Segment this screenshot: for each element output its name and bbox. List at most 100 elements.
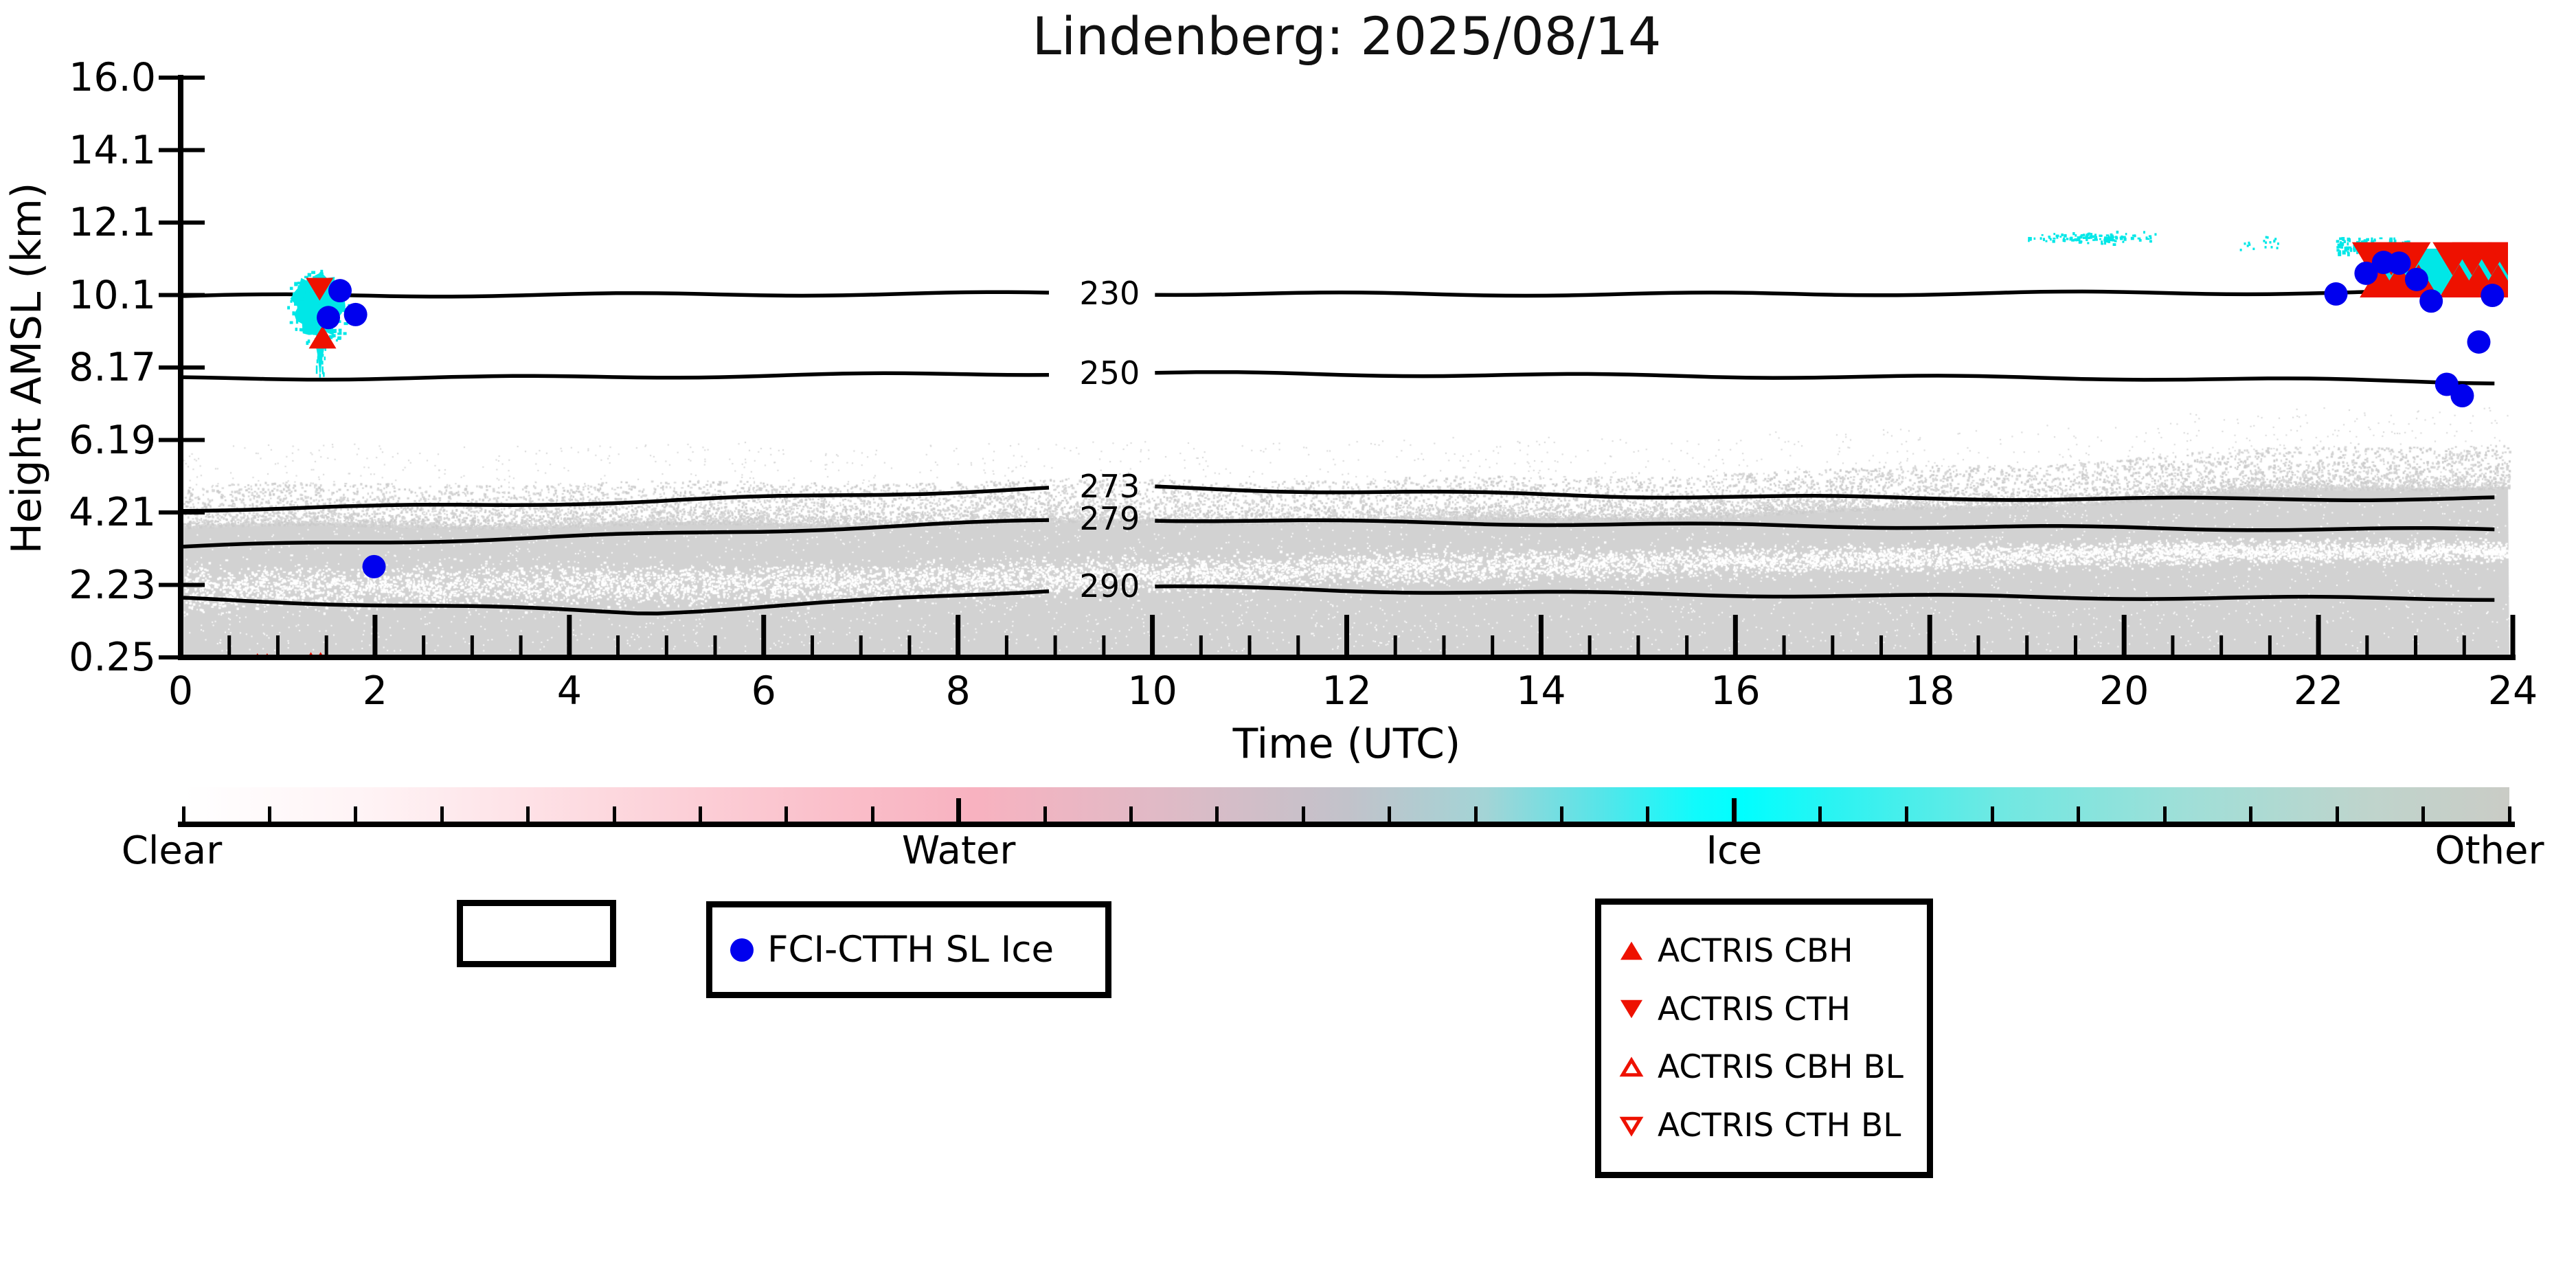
ice-speck	[2273, 239, 2276, 242]
fci-ctth-point	[2387, 251, 2411, 275]
ice-speck	[317, 326, 322, 328]
y-tick	[159, 148, 205, 152]
ice-speck	[2441, 264, 2443, 270]
triangle-up-filled-icon	[1620, 942, 1642, 960]
ice-speck	[323, 293, 328, 297]
ice-speck	[320, 269, 324, 274]
ice-speck	[2406, 240, 2410, 242]
axes-spines-ticks	[159, 75, 2516, 660]
colorbar-tick	[784, 806, 789, 822]
fci-ctth-point	[2419, 289, 2443, 313]
ice-speck	[2137, 237, 2141, 240]
ice-speck	[2442, 261, 2445, 264]
ice-speck	[2448, 278, 2451, 282]
ice-speck	[2143, 231, 2145, 234]
ice-speck	[2336, 249, 2340, 252]
ice-speck	[2349, 238, 2351, 242]
ice-speck	[2029, 237, 2032, 240]
ice-speck	[313, 321, 317, 325]
x-tick	[1732, 615, 1738, 657]
ice-speck	[2445, 283, 2448, 290]
y-tick-label-14.1: 14.1	[69, 127, 156, 173]
ice-speck	[2447, 280, 2450, 284]
ice-speck	[338, 328, 342, 332]
contour-line-250	[1155, 370, 2495, 385]
colorbar-tick	[1388, 806, 1392, 822]
x-tick-label-8: 8	[945, 668, 971, 714]
x-tick	[2121, 615, 2127, 657]
ice-speck	[301, 290, 306, 295]
ice-speck	[2105, 234, 2110, 237]
x-tick	[470, 635, 474, 657]
ice-speck	[315, 320, 319, 323]
ice-speck	[301, 296, 304, 300]
ice-speck	[301, 288, 305, 291]
ice-speck	[303, 282, 306, 286]
fci-ctth-point	[2481, 284, 2505, 308]
x-tick	[1491, 635, 1495, 657]
ice-speck	[2146, 238, 2150, 240]
ice-speck	[292, 292, 295, 296]
x-tick	[1004, 635, 1008, 657]
ice-speck	[299, 304, 303, 308]
triangle-down-open-icon	[1619, 1116, 1644, 1137]
ice-speck	[2358, 237, 2361, 241]
ice-speck	[308, 297, 312, 300]
ice-speck	[2336, 246, 2340, 249]
x-tick	[1247, 635, 1252, 657]
ice-speck	[2366, 238, 2369, 241]
ice-speck	[2373, 238, 2376, 241]
ice-speck	[309, 318, 313, 321]
colorbar-label-other: Other	[2434, 828, 2544, 873]
x-tick	[761, 615, 767, 657]
ice-speck	[312, 291, 316, 295]
ice-speck	[2264, 246, 2267, 249]
ice-speck	[2446, 275, 2449, 279]
ice-speck	[2360, 240, 2364, 243]
ice-speck	[295, 319, 299, 324]
ice-speck	[2138, 239, 2142, 242]
colorbar-tick	[2249, 806, 2253, 822]
fci-ctth-markers	[317, 251, 2505, 578]
colorbar-tick	[956, 798, 962, 822]
ice-speck	[2080, 234, 2083, 236]
contour-line-250	[183, 371, 1050, 382]
colorbar-tick	[354, 806, 358, 822]
ice-speck	[315, 369, 318, 374]
contour-line-290	[183, 589, 1050, 615]
ice-speck	[343, 332, 347, 335]
ice-speck	[2343, 240, 2346, 243]
ice-speck	[2092, 239, 2095, 241]
fci-legend-label: FCI-CTTH SL Ice	[767, 929, 1054, 971]
y-tick	[159, 76, 205, 80]
ice-speck	[305, 291, 310, 294]
x-tick	[324, 635, 328, 657]
x-tick	[2171, 635, 2175, 657]
ice-speck	[319, 303, 321, 307]
ice-speck	[321, 354, 324, 357]
ice-speck	[2106, 240, 2110, 243]
ice-speck	[2356, 250, 2359, 254]
ice-speck	[316, 328, 320, 332]
contour-label-290: 290	[1079, 567, 1140, 605]
ice-speck	[323, 372, 325, 377]
x-tick	[1879, 635, 1884, 657]
ice-speck	[2061, 233, 2064, 236]
colorbar-tick	[1301, 806, 1305, 822]
contour-line-290	[1155, 584, 2495, 602]
ice-speck	[311, 271, 316, 274]
phase-colorbar	[183, 787, 2509, 822]
ice-speck	[2108, 235, 2110, 238]
ice-speck	[2048, 236, 2050, 238]
ice-speck	[337, 308, 340, 311]
ice-speck	[2122, 240, 2125, 243]
ice-speck	[2448, 270, 2451, 274]
ice-speck	[315, 365, 318, 370]
ice-speck	[2108, 238, 2110, 240]
ice-speck	[304, 275, 308, 279]
ice-speck	[2072, 238, 2076, 241]
ice-speck	[2379, 237, 2383, 240]
triangle-down-filled-icon	[1620, 999, 1642, 1019]
ice-speck	[2340, 246, 2344, 249]
ice-speck	[294, 302, 297, 306]
